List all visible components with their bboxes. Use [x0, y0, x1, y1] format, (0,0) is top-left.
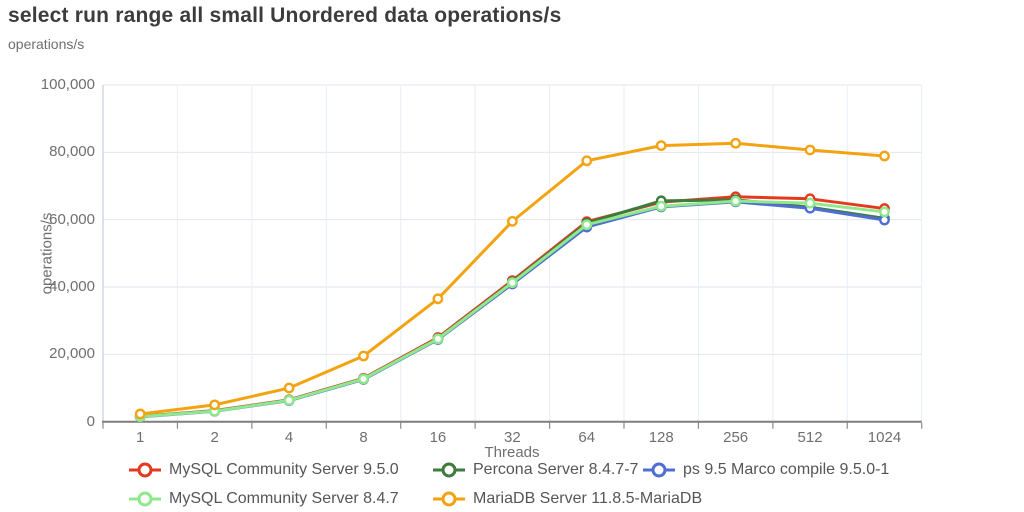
x-tick-label: 64 [578, 429, 596, 446]
legend-marker-icon [433, 462, 465, 478]
y-tick-label: 60,000 [49, 210, 95, 228]
legend-item-label: MariaDB Server 11.8.5-MariaDB [473, 490, 703, 507]
chart-title: select run range all small Unordered dat… [8, 4, 562, 27]
y-tick-label: 0 [86, 412, 95, 430]
x-tick-label: 256 [723, 429, 749, 446]
x-tick-label: 1024 [867, 429, 902, 446]
x-tick-label: 16 [429, 429, 447, 446]
legend-item-label: ps 9.5 Marco compile 9.5.0-1 [683, 461, 890, 478]
x-tick-label: 4 [284, 429, 294, 446]
x-axis-title: Threads [484, 444, 540, 461]
legend-item[interactable]: MariaDB Server 11.8.5-MariaDB [432, 489, 702, 509]
y-tick-label: 80,000 [49, 143, 95, 161]
x-tick-label: 512 [797, 429, 823, 446]
legend-marker-icon [129, 491, 161, 507]
x-tick-label: 8 [359, 429, 368, 446]
legend-item-label: Percona Server 8.4.7-7 [473, 461, 639, 478]
legend-item[interactable]: Percona Server 8.4.7-7 [432, 460, 638, 480]
legend-marker-icon [433, 491, 465, 507]
legend-item-label: MySQL Community Server 9.5.0 [169, 461, 399, 478]
legend-item[interactable]: MySQL Community Server 9.5.0 [128, 460, 399, 480]
legend-item[interactable]: ps 9.5 Marco compile 9.5.0-1 [642, 460, 889, 480]
y-tick-label: 40,000 [49, 278, 95, 296]
legend-marker-icon [129, 462, 161, 478]
legend-marker-icon [643, 462, 675, 478]
y-tick-label: 100,000 [40, 76, 95, 93]
x-tick-label: 2 [210, 429, 219, 446]
x-tick-label: 128 [648, 429, 674, 446]
x-tick-label: 32 [504, 429, 521, 446]
x-tick-label: 1 [136, 429, 145, 446]
y-tick-label: 20,000 [49, 345, 95, 363]
y-axis-unit-label: operations/s [8, 36, 85, 52]
legend-item-label: MySQL Community Server 8.4.7 [169, 490, 399, 507]
legend-item[interactable]: MySQL Community Server 8.4.7 [128, 489, 399, 509]
